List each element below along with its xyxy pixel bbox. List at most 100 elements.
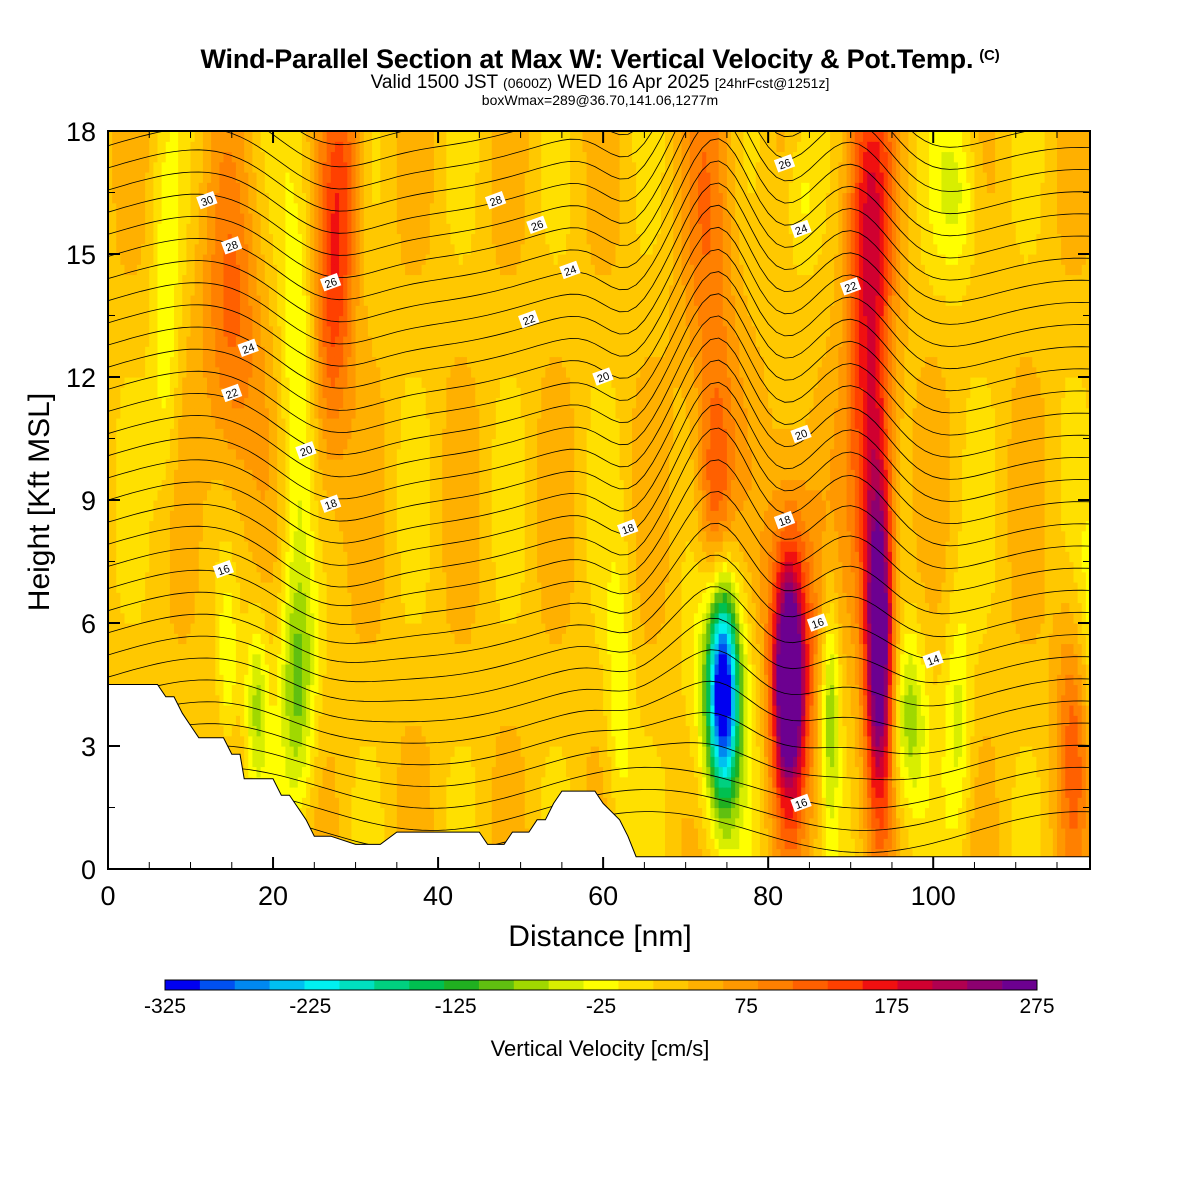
field-cell xyxy=(182,284,187,296)
field-cell xyxy=(384,182,390,194)
field-cell xyxy=(116,131,121,142)
field-cell xyxy=(145,192,150,204)
field-cell xyxy=(182,541,187,552)
field-cell xyxy=(268,284,274,296)
field-cell xyxy=(334,305,340,317)
field-cell xyxy=(384,356,390,368)
field-cell xyxy=(376,387,381,399)
field-cell xyxy=(310,459,315,470)
field-cell xyxy=(281,787,287,798)
field-cell xyxy=(322,489,328,501)
field-cell xyxy=(198,664,204,675)
field-cell xyxy=(268,592,274,604)
field-cell xyxy=(314,448,320,460)
field-cell xyxy=(363,705,369,716)
field-cell xyxy=(314,213,320,224)
field-cell xyxy=(244,448,249,460)
field-cell xyxy=(231,223,237,235)
field-cell xyxy=(211,612,216,624)
field-cell xyxy=(355,325,361,337)
field-cell xyxy=(355,459,361,470)
field-cell xyxy=(351,612,357,624)
field-cell xyxy=(359,407,365,419)
field-cell xyxy=(281,664,287,675)
field-cell xyxy=(264,243,270,255)
field-cell xyxy=(384,161,390,173)
field-cell xyxy=(268,489,274,501)
field-cell xyxy=(306,756,311,768)
field-cell xyxy=(318,141,324,153)
field-cell xyxy=(235,254,241,265)
field-cell xyxy=(124,479,130,491)
field-cell xyxy=(388,694,394,706)
field-cell xyxy=(330,489,336,501)
field-cell xyxy=(363,787,369,798)
field-cell xyxy=(376,787,381,798)
field-cell xyxy=(108,541,113,552)
field-cell xyxy=(136,213,142,224)
field-cell xyxy=(334,797,340,809)
field-cell xyxy=(376,336,381,347)
field-cell xyxy=(376,254,381,265)
field-cell xyxy=(310,520,315,532)
field-cell xyxy=(194,469,200,481)
field-cell xyxy=(169,202,175,214)
field-cell xyxy=(347,592,353,604)
field-cell xyxy=(322,254,328,265)
field-cell xyxy=(145,530,150,542)
field-cell xyxy=(252,428,258,440)
field-cell xyxy=(384,141,390,153)
field-cell xyxy=(235,664,241,675)
field-cell xyxy=(149,274,154,286)
field-cell xyxy=(326,715,332,727)
field-cell xyxy=(264,418,270,429)
field-cell xyxy=(285,592,291,604)
field-cell xyxy=(351,459,357,470)
field-cell xyxy=(264,684,270,696)
field-cell xyxy=(227,653,233,665)
field-cell xyxy=(268,346,274,358)
field-cell xyxy=(260,141,266,153)
field-cell xyxy=(351,151,357,163)
field-cell xyxy=(248,653,254,665)
field-cell xyxy=(314,428,320,440)
field-cell xyxy=(219,131,225,142)
field-cell xyxy=(215,325,221,337)
field-cell xyxy=(128,602,134,614)
field-cell xyxy=(339,254,344,265)
field-cell xyxy=(376,438,381,450)
field-cell xyxy=(285,243,291,255)
field-cell xyxy=(273,192,278,204)
field-cell xyxy=(182,315,187,327)
field-cell xyxy=(116,151,121,163)
field-cell xyxy=(289,602,295,614)
field-cell xyxy=(165,592,171,604)
field-cell xyxy=(376,397,381,409)
field-cell xyxy=(310,664,315,675)
field-cell xyxy=(252,223,258,235)
field-cell xyxy=(314,746,320,757)
field-cell xyxy=(277,305,282,317)
field-cell xyxy=(108,510,113,522)
field-cell xyxy=(363,807,369,819)
field-cell xyxy=(231,315,237,327)
field-cell xyxy=(165,612,171,624)
field-cell xyxy=(182,520,187,532)
field-cell xyxy=(264,233,270,245)
field-cell xyxy=(108,520,113,532)
field-cell xyxy=(367,469,373,481)
field-cell xyxy=(367,438,373,450)
field-cell xyxy=(264,571,270,583)
field-cell xyxy=(145,233,150,245)
field-cell xyxy=(380,479,386,491)
field-cell xyxy=(198,151,204,163)
field-cell xyxy=(363,346,369,358)
field-cell xyxy=(277,131,282,142)
field-cell xyxy=(235,510,241,522)
field-cell xyxy=(153,571,159,583)
field-cell xyxy=(326,438,332,450)
field-cell xyxy=(388,817,394,829)
field-cell xyxy=(252,541,258,552)
field-cell xyxy=(227,735,233,747)
